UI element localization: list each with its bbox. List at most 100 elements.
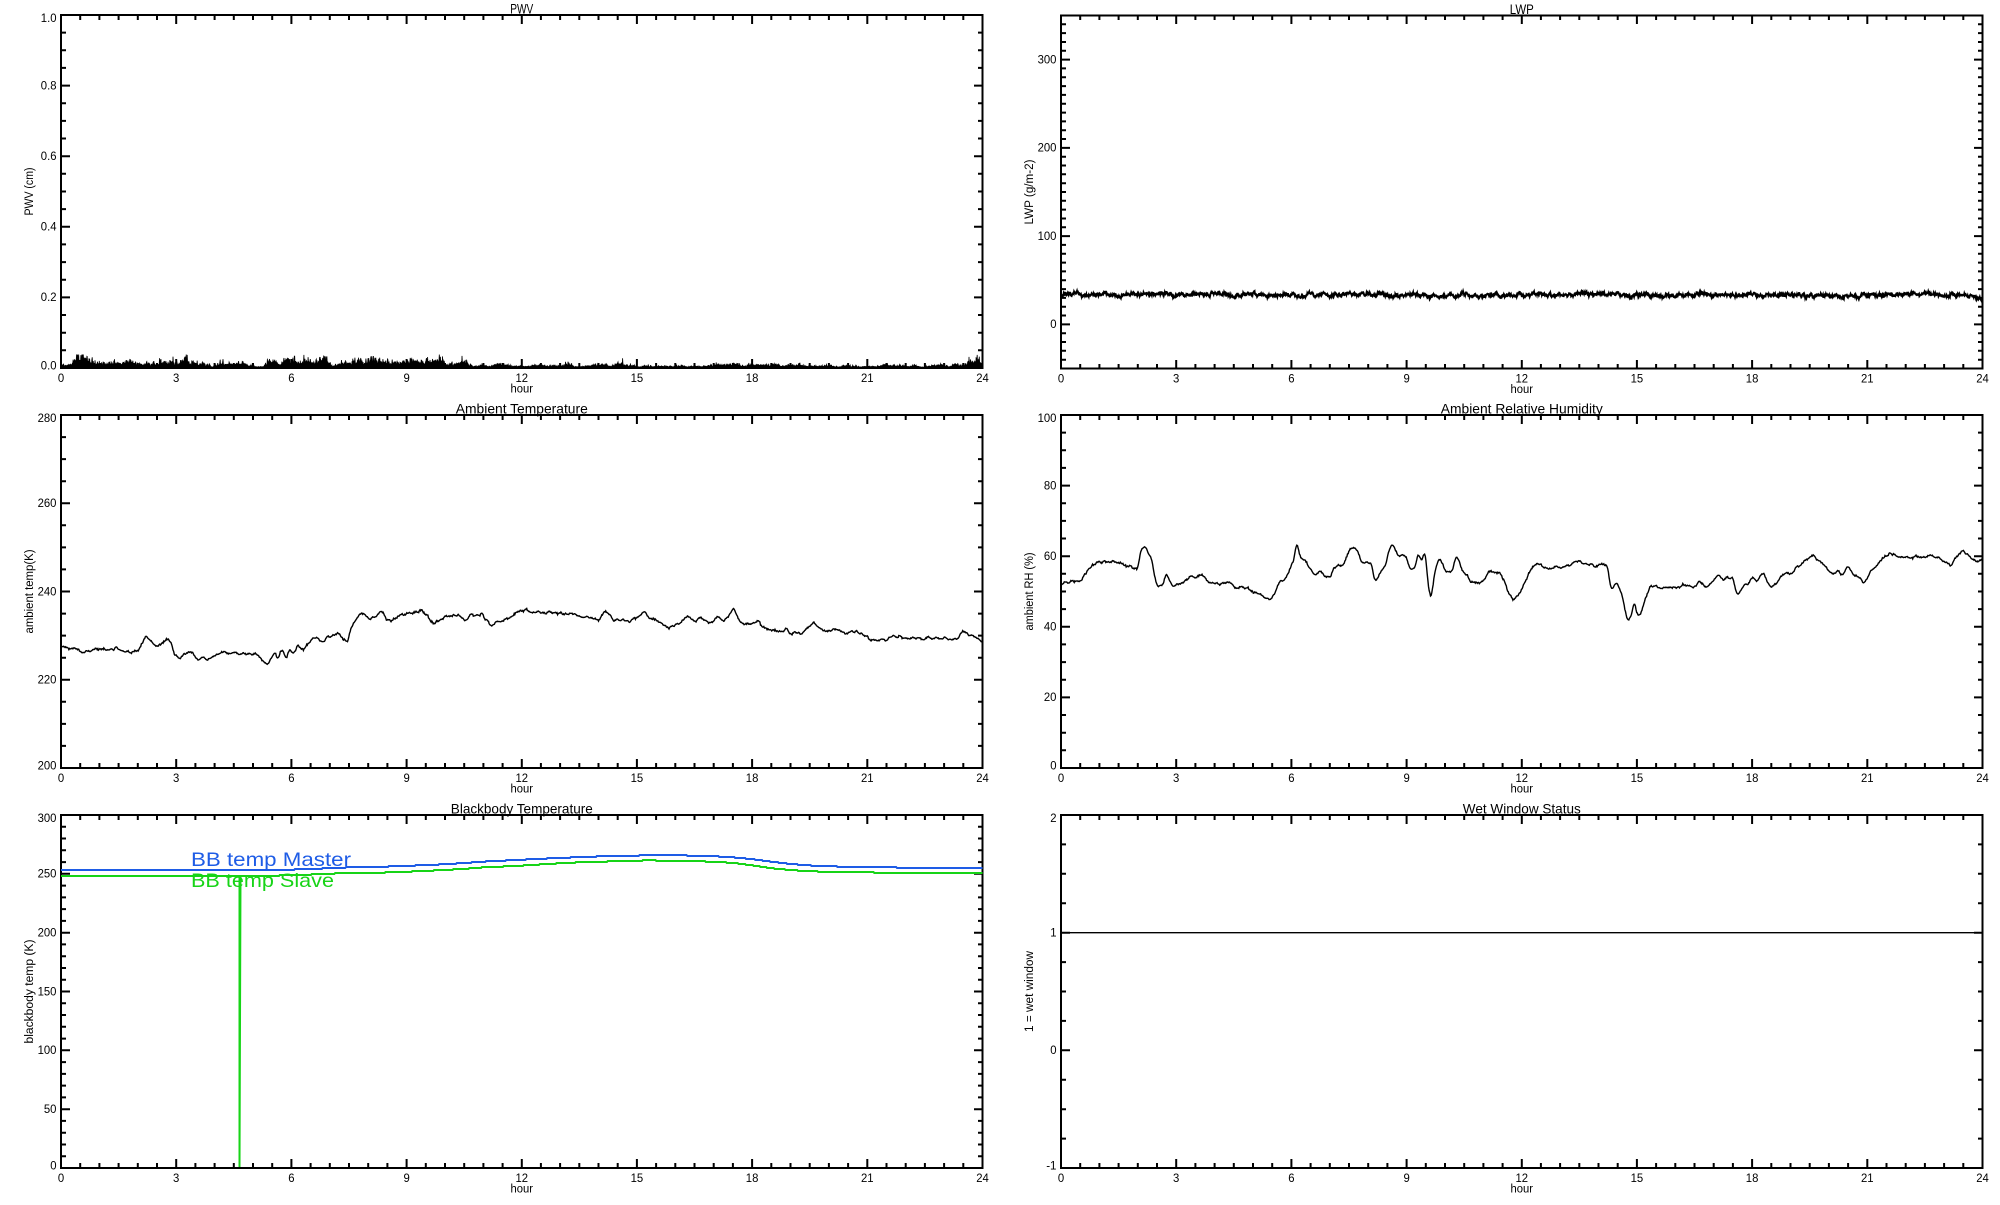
svg-text:hour: hour	[511, 382, 534, 396]
svg-text:BB temp Master: BB temp Master	[191, 849, 352, 871]
svg-text:0.8: 0.8	[41, 78, 57, 92]
svg-text:21: 21	[1861, 1171, 1874, 1185]
svg-text:18: 18	[746, 1171, 759, 1185]
svg-text:6: 6	[288, 371, 294, 385]
svg-text:3: 3	[173, 1171, 179, 1185]
svg-text:0.6: 0.6	[41, 149, 57, 163]
svg-text:Ambient Relative Humidity: Ambient Relative Humidity	[1441, 401, 1603, 417]
svg-text:1: 1	[1050, 926, 1056, 940]
svg-text:100: 100	[1038, 411, 1057, 425]
svg-text:100: 100	[38, 1043, 57, 1057]
svg-text:hour: hour	[1511, 382, 1534, 396]
svg-text:9: 9	[403, 371, 409, 385]
svg-text:2: 2	[1050, 811, 1056, 825]
svg-text:6: 6	[1288, 1171, 1294, 1185]
svg-text:0: 0	[1050, 758, 1056, 772]
svg-text:250: 250	[38, 867, 57, 881]
svg-text:24: 24	[1976, 372, 1989, 386]
svg-text:260: 260	[38, 496, 57, 510]
svg-text:hour: hour	[511, 1182, 534, 1196]
svg-text:0.2: 0.2	[41, 290, 57, 304]
svg-text:21: 21	[861, 771, 874, 785]
svg-text:9: 9	[403, 1171, 409, 1185]
svg-text:hour: hour	[1511, 782, 1534, 796]
svg-text:blackbody temp (K): blackbody temp (K)	[24, 939, 36, 1043]
svg-text:12: 12	[1516, 1171, 1529, 1185]
svg-text:3: 3	[173, 371, 179, 385]
svg-text:12: 12	[516, 371, 529, 385]
svg-text:9: 9	[1403, 1171, 1409, 1185]
svg-text:3: 3	[1173, 1171, 1179, 1185]
svg-text:15: 15	[631, 771, 644, 785]
svg-text:0: 0	[58, 371, 64, 385]
svg-text:100: 100	[1038, 229, 1057, 243]
svg-text:ambient RH (%): ambient RH (%)	[1024, 552, 1036, 630]
svg-text:0.4: 0.4	[41, 220, 57, 234]
svg-text:24: 24	[976, 771, 989, 785]
svg-text:0.0: 0.0	[41, 358, 57, 372]
svg-text:220: 220	[38, 673, 57, 687]
svg-text:300: 300	[1038, 52, 1057, 66]
svg-text:15: 15	[1631, 372, 1644, 386]
svg-text:1 = wet window: 1 = wet window	[1024, 950, 1036, 1032]
svg-text:24: 24	[1976, 1171, 1989, 1185]
svg-text:200: 200	[38, 758, 57, 772]
svg-text:21: 21	[861, 371, 874, 385]
svg-text:0: 0	[1058, 771, 1064, 785]
svg-text:0: 0	[58, 1171, 64, 1185]
svg-text:PWV (cm): PWV (cm)	[24, 167, 36, 215]
svg-text:0: 0	[58, 771, 64, 785]
svg-text:0: 0	[1050, 1043, 1056, 1057]
svg-text:9: 9	[403, 771, 409, 785]
svg-text:18: 18	[746, 771, 759, 785]
svg-text:3: 3	[1173, 372, 1179, 386]
svg-text:300: 300	[38, 811, 57, 825]
svg-text:150: 150	[38, 984, 57, 998]
svg-text:-1: -1	[1046, 1158, 1056, 1172]
svg-text:9: 9	[1403, 771, 1409, 785]
svg-text:40: 40	[1044, 620, 1057, 634]
svg-text:0: 0	[50, 1158, 56, 1172]
svg-text:6: 6	[288, 1171, 294, 1185]
svg-text:hour: hour	[511, 782, 534, 796]
svg-text:18: 18	[746, 371, 759, 385]
svg-text:15: 15	[1631, 1171, 1644, 1185]
svg-text:21: 21	[861, 1171, 874, 1185]
svg-text:24: 24	[976, 1171, 989, 1185]
svg-text:200: 200	[38, 926, 57, 940]
svg-text:240: 240	[38, 584, 57, 598]
svg-text:12: 12	[1516, 771, 1529, 785]
svg-text:24: 24	[976, 371, 989, 385]
svg-text:6: 6	[1288, 372, 1294, 386]
svg-text:18: 18	[1746, 1171, 1759, 1185]
svg-text:12: 12	[1516, 372, 1529, 386]
svg-text:15: 15	[631, 1171, 644, 1185]
svg-text:80: 80	[1044, 478, 1057, 492]
svg-text:0: 0	[1058, 372, 1064, 386]
svg-text:18: 18	[1746, 771, 1759, 785]
svg-text:LWP: LWP	[1510, 1, 1534, 17]
svg-text:15: 15	[631, 371, 644, 385]
svg-text:280: 280	[38, 411, 57, 425]
svg-text:21: 21	[1861, 771, 1874, 785]
svg-text:50: 50	[44, 1102, 57, 1116]
svg-text:20: 20	[1044, 690, 1057, 704]
svg-text:0: 0	[1050, 317, 1056, 331]
svg-text:0: 0	[1058, 1171, 1064, 1185]
svg-text:hour: hour	[1511, 1182, 1534, 1196]
svg-text:3: 3	[1173, 771, 1179, 785]
svg-text:1.0: 1.0	[41, 11, 57, 25]
svg-text:ambient temp(K): ambient temp(K)	[24, 549, 36, 633]
svg-text:15: 15	[1631, 771, 1644, 785]
svg-text:24: 24	[1976, 771, 1989, 785]
svg-text:21: 21	[1861, 372, 1874, 386]
svg-text:6: 6	[1288, 771, 1294, 785]
svg-text:12: 12	[516, 771, 529, 785]
svg-text:3: 3	[173, 771, 179, 785]
svg-text:Ambient Temperature: Ambient Temperature	[456, 401, 588, 417]
svg-text:200: 200	[1038, 141, 1057, 155]
svg-text:LWP (g/m-2): LWP (g/m-2)	[1024, 159, 1036, 224]
svg-text:18: 18	[1746, 372, 1759, 386]
svg-text:BB temp Slave: BB temp Slave	[191, 870, 334, 892]
svg-text:PWV: PWV	[510, 1, 533, 17]
